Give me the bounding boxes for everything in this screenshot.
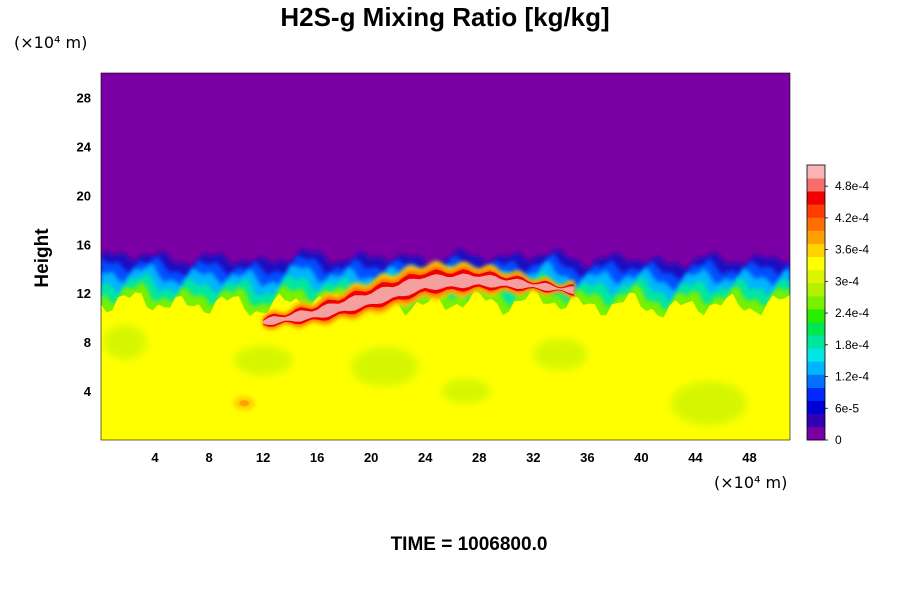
lower-layer-patch — [671, 381, 747, 426]
y-tick-labels: 4 8 12 16 20 24 28 — [77, 90, 92, 399]
time-label: TIME = 1006800.0 — [391, 534, 548, 555]
lower-layer-patch — [233, 345, 293, 376]
x-tick-labels: 4 8 12 16 20 24 28 32 36 40 44 48 — [151, 450, 756, 465]
x-axis-unit: (×10⁴ m) — [714, 473, 787, 492]
lower-layer-patch — [103, 325, 147, 360]
colorbar-tick-label: 4.8e-4 — [835, 179, 869, 193]
x-tick-label: 48 — [742, 450, 756, 465]
colorbar-tick-label: 4.2e-4 — [835, 211, 869, 225]
colorbar-swatch — [807, 348, 825, 362]
plume-core — [263, 273, 574, 325]
colorbar: 0 6e-5 1.2e-4 1.8e-4 2.4e-4 3e-4 3.6e-4 4.2e-4 4… — [806, 164, 869, 447]
y-tick-label: 20 — [77, 188, 91, 203]
x-tick-label: 12 — [256, 450, 270, 465]
colorbar-tick-label: 1.8e-4 — [835, 338, 869, 352]
colorbar-swatch — [807, 295, 825, 310]
colorbar-swatch — [807, 322, 825, 336]
colorbar-tick-label: 1.2e-4 — [835, 370, 869, 384]
colorbar-swatch — [807, 191, 825, 205]
colorbar-swatch — [807, 204, 825, 218]
colorbar-swatch — [807, 217, 825, 231]
lower-warm-spot-core — [239, 400, 250, 407]
colorbar-swatch — [807, 309, 825, 323]
colorbar-tick-label: 3.6e-4 — [835, 243, 869, 257]
plot-area — [100, 72, 791, 441]
lower-layer-patch — [350, 347, 419, 387]
colorbar-swatch — [807, 243, 825, 257]
colorbar-swatch — [807, 413, 825, 428]
x-tick-label: 28 — [472, 450, 486, 465]
y-tick-label: 4 — [84, 384, 92, 399]
x-tick-label: 20 — [364, 450, 378, 465]
lower-layer-patch — [533, 338, 588, 371]
x-tick-label: 44 — [688, 450, 703, 465]
x-tick-label: 4 — [151, 450, 159, 465]
y-axis-unit: (×10⁴ m) — [14, 33, 87, 52]
y-tick-label: 28 — [77, 90, 91, 105]
colorbar-swatch — [807, 400, 825, 415]
colorbar-tick-label: 3e-4 — [835, 274, 859, 288]
colorbar-swatch — [807, 361, 825, 375]
x-tick-label: 36 — [580, 450, 594, 465]
colorbar-frame — [806, 164, 826, 441]
field-layer — [101, 73, 790, 440]
lower-layer-fill — [101, 293, 790, 440]
colorbar-swatch — [807, 335, 825, 349]
y-axis-label: Height — [32, 228, 53, 288]
colorbar-swatch — [807, 178, 825, 192]
colorbar-tick-label: 0 — [835, 433, 842, 447]
colorbar-swatch — [807, 269, 825, 284]
colorbar-swatch — [807, 256, 825, 271]
colorbar-swatch — [807, 426, 825, 441]
colorbar-swatch — [807, 374, 825, 388]
colorbar-swatch — [807, 230, 825, 244]
y-tick-label: 8 — [84, 335, 91, 350]
colorbar-swatch — [807, 282, 825, 297]
x-tick-label: 32 — [526, 450, 540, 465]
x-tick-label: 40 — [634, 450, 648, 465]
colorbar-swatch — [807, 387, 825, 402]
plot-frame — [100, 72, 791, 441]
y-tick-label: 12 — [77, 286, 91, 301]
y-tick-label: 16 — [77, 237, 91, 252]
lower-layer-patch — [441, 378, 491, 404]
y-tick-label: 24 — [77, 139, 92, 154]
colorbar-tick-label: 2.4e-4 — [835, 306, 869, 320]
x-tick-label: 8 — [205, 450, 212, 465]
x-tick-label: 16 — [310, 450, 324, 465]
x-tick-label: 24 — [418, 450, 433, 465]
colorbar-tick-label: 6e-5 — [835, 401, 859, 415]
colorbar-swatch — [807, 165, 825, 179]
chart-title: H2S-g Mixing Ratio [kg/kg] — [280, 2, 609, 32]
